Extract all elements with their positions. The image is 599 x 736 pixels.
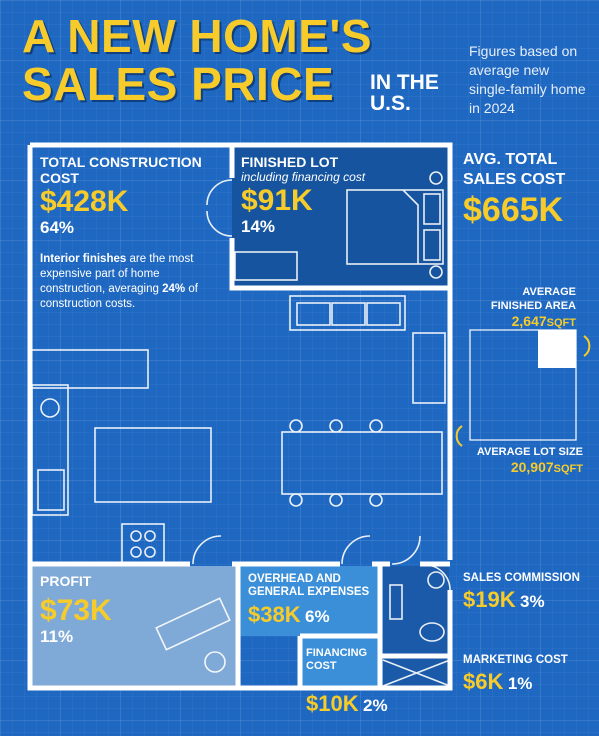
construction-fact: Interior finishes are the most expensive… (40, 253, 198, 310)
marketing-pct: 1% (507, 674, 533, 693)
bath-room-fill (383, 566, 449, 656)
commission-label: SALES COMMISSION (463, 572, 580, 584)
outer-wall-top-right (30, 142, 453, 560)
overhead-pct: 6% (305, 607, 330, 626)
marketing-value: $6K (463, 669, 504, 694)
commission-pct: 3% (520, 592, 545, 611)
profit-pct: 11% (40, 627, 74, 646)
total-block: AVG. TOTAL SALES COST $665K (463, 150, 593, 230)
commission-value: $19K (463, 587, 516, 612)
construction-value: $428K (40, 185, 129, 218)
financing-value: $10K (306, 691, 359, 716)
source-note: Figures based on average new single-fami… (469, 43, 586, 116)
overhead-label: OVERHEAD AND GENERAL EXPENSES (248, 573, 370, 598)
profit-room-fill (32, 566, 238, 686)
lotsize-value: 20,907 (510, 459, 554, 475)
title-line-1: A NEW HOME'S (22, 10, 373, 62)
profit-block: PROFIT $73K 11% (40, 573, 220, 647)
overhead-block: OVERHEAD AND GENERAL EXPENSES $38K 6% (248, 573, 378, 628)
area-label: AVERAGE FINISHED AREA (490, 286, 576, 312)
construction-label: TOTAL CONSTRUCTION COST (40, 154, 202, 186)
area-block: AVERAGE FINISHED AREA 2,647SQFT (470, 285, 576, 331)
overhead-room-fill (238, 566, 378, 636)
lot-label: FINISHED LOT (241, 154, 339, 170)
profit-label: PROFIT (40, 573, 92, 589)
construction-block: TOTAL CONSTRUCTION COST $428K 64% (40, 154, 230, 238)
financing-room-fill (300, 636, 378, 686)
lotsize-block: AVERAGE LOT SIZE 20,907SQFT (463, 445, 583, 477)
financing-label: FINANCING COST (306, 647, 368, 672)
marketing-block: MARKETING COST $6K 1% (463, 652, 593, 696)
total-label: AVG. TOTAL SALES COST (463, 151, 566, 188)
title-line-2: SALES PRICE (22, 58, 335, 110)
finished-area-box (538, 330, 576, 368)
profit-value: $73K (40, 594, 112, 627)
financing-pct: 2% (363, 696, 388, 715)
financing-block: FINANCING COST (306, 647, 378, 673)
lotsize-label: AVERAGE LOT SIZE (476, 446, 583, 458)
title-suffix: IN THE U.S. (370, 71, 439, 115)
financing-value-block: $10K 2% (306, 688, 388, 720)
total-value: $665K (463, 191, 564, 229)
lot-sub: including financing cost (241, 170, 366, 184)
overhead-value: $38K (248, 602, 301, 627)
lot-value: $91K (241, 184, 313, 217)
commission-block: SALES COMMISSION $19K 3% (463, 570, 593, 614)
lot-block: FINISHED LOT including financing cost $9… (241, 154, 441, 237)
construction-pct: 64% (40, 218, 75, 237)
lot-size-box (469, 329, 577, 441)
area-value: 2,647 (511, 313, 547, 329)
page-title: A NEW HOME'S SALES PRICE (22, 12, 372, 108)
marketing-label: MARKETING COST (463, 654, 568, 666)
lot-pct: 14% (241, 217, 276, 236)
